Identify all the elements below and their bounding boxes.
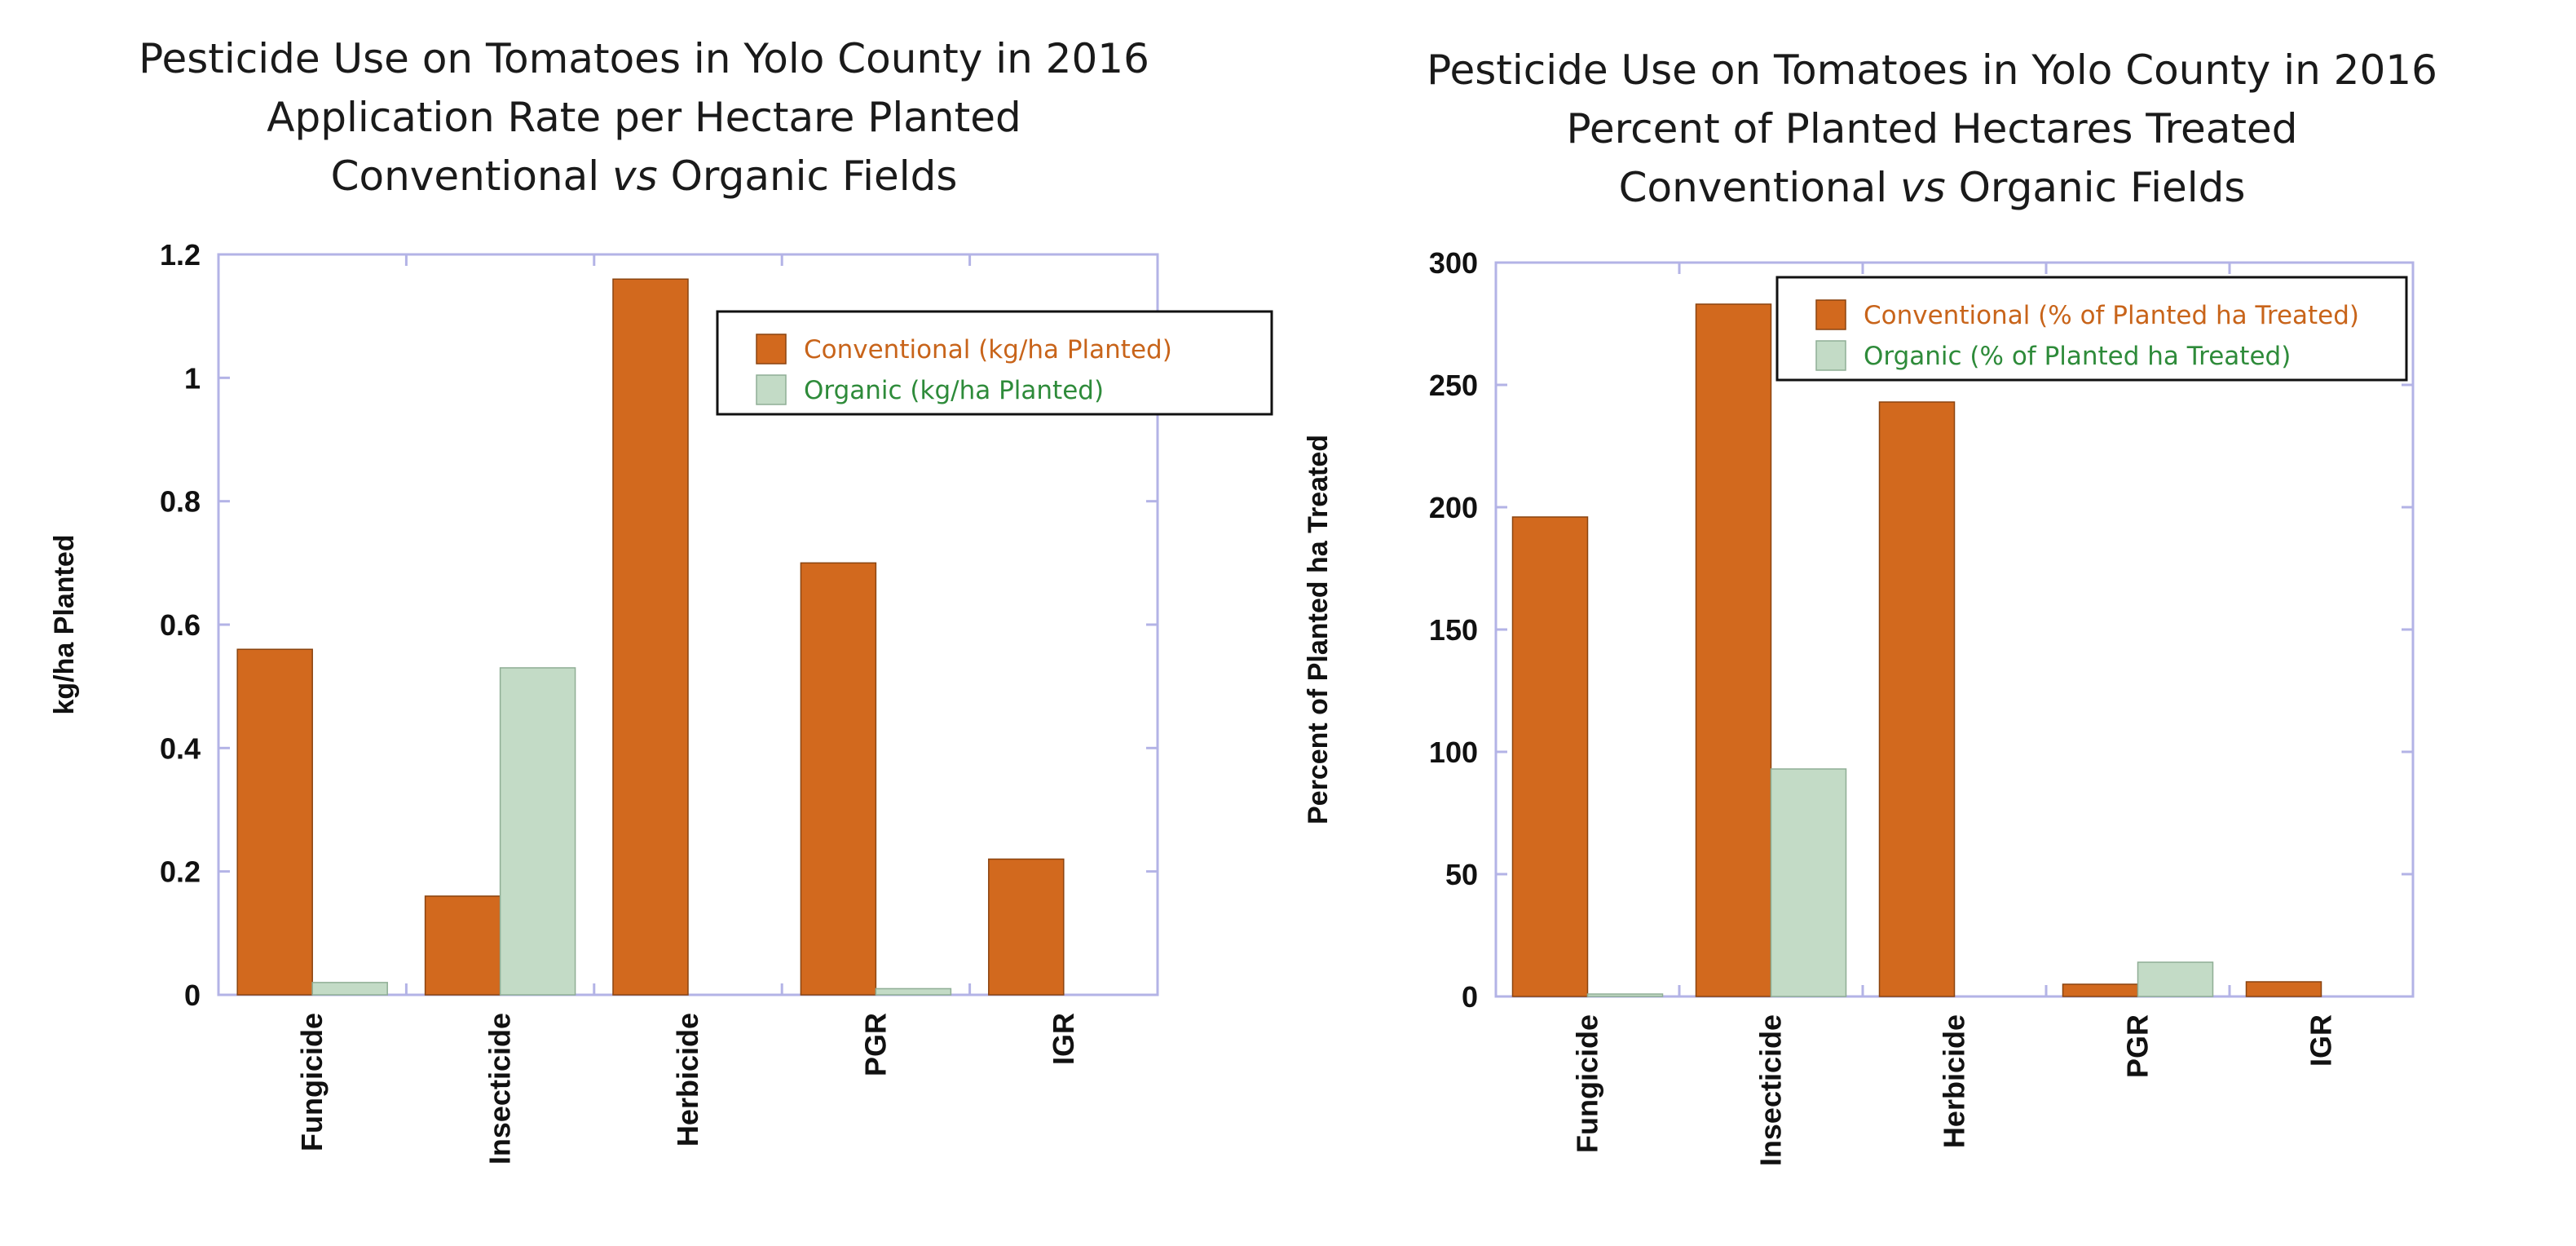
chart-svg: 0 0.2 0.4 0.6 0.8 1 1.2 Fungicide Insecticide Her… [49,238,1273,1164]
organic-bar-pgr [875,988,952,996]
title-line-2: Application Rate per Hectare Planted [267,94,1021,141]
legend-label-organic: Organic (kg/ha Planted) [804,376,1104,405]
x-category-label: Fungicide [1571,1014,1604,1153]
title-line-2: Percent of Planted Hectares Treated [1566,105,2298,152]
x-category-label: PGR [2121,1014,2155,1078]
chart-title: Pesticide Use on Tomatoes in Yolo County… [0,29,1288,205]
conventional-bar-igr [2245,981,2322,997]
legend-swatch-organic [756,374,787,405]
legend-swatch-conventional [756,334,787,365]
legend-label-conventional: Conventional (kg/ha Planted) [804,335,1172,365]
y-tick-label: 0.8 [160,485,201,519]
chart-panel-application-rate: Pesticide Use on Tomatoes in Yolo County… [0,29,1288,1164]
chart-svg: 0 50 100 150 200 250 300 Fungicide Insecticide He… [1303,246,2415,1166]
x-category-label: Insecticide [1754,1014,1788,1166]
y-axis-label: Percent of Planted ha Treated [1303,435,1334,824]
organic-bar-insecticide [1770,768,1847,997]
conventional-bar-insecticide [424,895,501,996]
y-tick-label: 250 [1429,369,1478,402]
y-tick-label: 200 [1429,491,1478,524]
conventional-bar-fungicide [1511,516,1589,997]
legend-swatch-organic [1815,340,1846,371]
y-tick-label: 0 [184,979,201,1012]
legend-swatch-conventional [1815,299,1846,330]
y-tick-label: 100 [1429,736,1478,769]
x-category-label: Herbicide [1938,1014,1971,1148]
legend-label-organic: Organic (% of Planted ha Treated) [1864,342,2291,371]
organic-bar-pgr [2137,961,2214,997]
title-line-1: Pesticide Use on Tomatoes in Yolo County… [1427,46,2437,94]
x-category-label: Fungicide [295,1013,329,1151]
conventional-bar-herbicide [612,278,689,996]
title-line-3: Conventional vs Organic Fields [1618,164,2246,211]
x-category-label: Herbicide [671,1013,704,1147]
y-tick-label: 1.2 [160,238,201,272]
x-category-label: IGR [2305,1014,2338,1067]
organic-bar-insecticide [499,667,576,996]
y-tick-label: 0.2 [160,855,201,889]
y-tick-label: 0.4 [160,731,201,765]
legend-label-conventional: Conventional (% of Planted ha Treated) [1864,301,2359,330]
y-tick-label: 50 [1445,858,1478,891]
conventional-bar-fungicide [236,648,313,996]
y-tick-label: 150 [1429,613,1478,647]
conventional-bar-insecticide [1695,303,1772,997]
title-line-3: Conventional vs Organic Fields [330,152,958,200]
conventional-bar-herbicide [1878,401,1956,997]
x-category-label: IGR [1047,1013,1080,1065]
x-category-label: Insecticide [483,1013,517,1164]
y-tick-label: 0 [1462,980,1478,1014]
organic-bar-fungicide [1586,993,1664,997]
y-tick-label: 300 [1429,246,1478,280]
y-tick-label: 0.6 [160,608,201,642]
conventional-bar-pgr [2062,983,2139,997]
legend-box [716,310,1273,416]
conventional-bar-pgr [800,562,877,996]
legend-box [1775,276,2408,382]
chart-title: Pesticide Use on Tomatoes in Yolo County… [1288,41,2576,217]
x-category-label: PGR [858,1013,892,1076]
organic-bar-fungicide [311,982,388,996]
y-tick-label: 1 [184,361,201,395]
y-axis-label: kg/ha Planted [49,534,80,714]
chart-panel-percent-treated: Pesticide Use on Tomatoes in Yolo County… [1288,0,2576,1246]
title-line-1: Pesticide Use on Tomatoes in Yolo County… [139,35,1149,82]
conventional-bar-igr [988,858,1065,996]
